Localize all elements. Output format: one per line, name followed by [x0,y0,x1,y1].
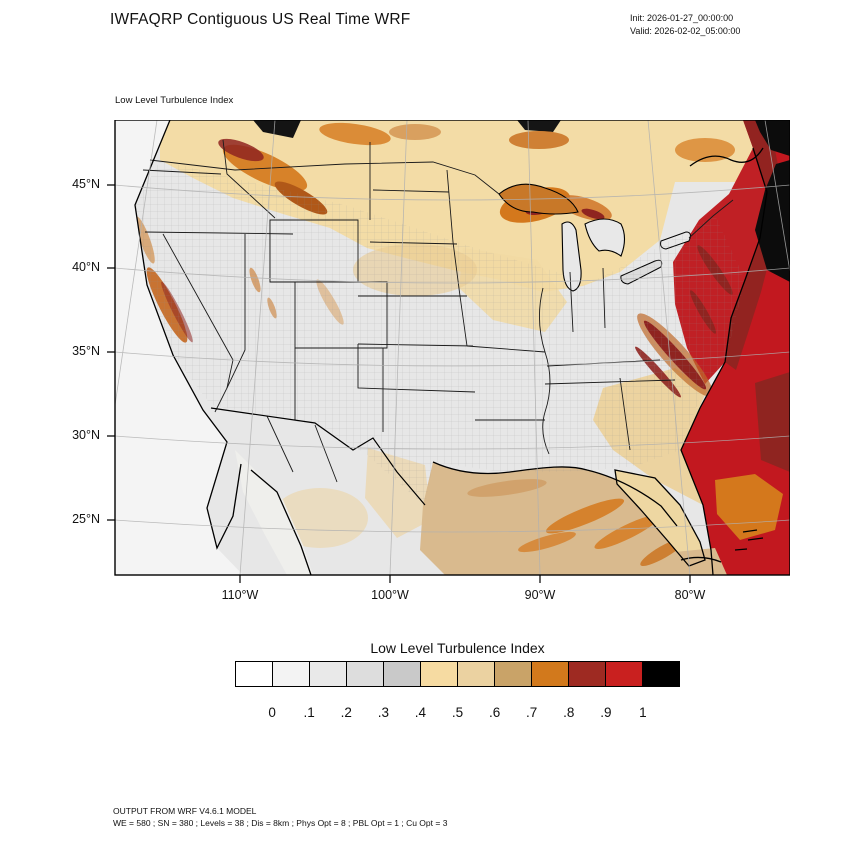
model-info: OUTPUT FROM WRF V4.6.1 MODEL WE = 580 ; … [113,806,447,829]
page-title: IWFAQRP Contiguous US Real Time WRF [110,11,411,28]
colorbar-tick-label: .6 [488,705,501,720]
colorbar-swatch [532,662,569,686]
colorbar-swatch [347,662,384,686]
model-config-line: WE = 580 ; SN = 380 ; Levels = 38 ; Dis … [113,817,448,828]
colorbar-tick-label: .9 [600,705,612,720]
valid-time: Valid: 2026-02-02_05:00:00 [630,26,741,36]
colorbar-title: Low Level Turbulence Index [370,640,545,656]
colorbar-swatch [606,662,643,686]
model-version-line: OUTPUT FROM WRF V4.6.1 MODEL [113,806,257,816]
map-canvas [107,120,790,583]
field-label: Low Level Turbulence Index [115,95,234,106]
colorbar-tick-label: .3 [377,705,389,720]
colorbar-swatch [458,662,495,686]
lat-tick-label: 25°N [72,512,100,526]
axis-ticks [107,184,691,583]
colorbar-tick-label: .1 [303,705,315,720]
lat-tick-label: 40°N [72,260,100,274]
colorbar-tick-labels: 0 .1 .2 .3 .4 .5 .6 .7 .8 .9 1 [235,705,680,723]
colorbar-tick-label: 1 [639,705,647,720]
lat-tick-label: 35°N [72,344,100,358]
colorbar-tick-label: .2 [340,705,352,720]
colorbar-tick-label: .7 [526,705,538,720]
colorbar-swatch [273,662,310,686]
colorbar-tick-label: .4 [414,705,427,720]
lat-tick-label: 45°N [72,177,100,191]
colorbar-swatch [569,662,606,686]
colorbar-tick-label: 0 [268,705,276,720]
colorbar-swatch [421,662,458,686]
colorbar-swatch [236,662,273,686]
init-time: Init: 2026-01-27_00:00:00 [630,13,734,23]
colorbar-swatch [384,662,421,686]
lon-tick-label: 90°W [524,588,556,602]
lat-tick-label: 30°N [72,428,100,442]
colorbar [235,661,680,687]
run-times: Init: 2026-01-27_00:00:00 Valid: 2026-02… [630,12,740,38]
lon-tick-label: 80°W [674,588,706,602]
colorbar-swatch [495,662,532,686]
colorbar-swatch [643,662,679,686]
colorbar-tick-label: .8 [563,705,575,720]
lon-tick-label: 100°W [371,588,409,602]
colorbar-tick-label: .5 [451,705,464,720]
lon-tick-label: 110°W [221,588,259,602]
map-frame [114,120,790,576]
colorbar-swatch [310,662,347,686]
